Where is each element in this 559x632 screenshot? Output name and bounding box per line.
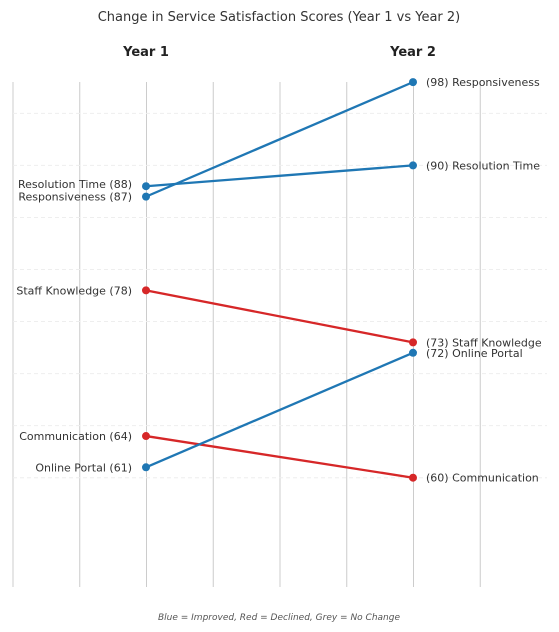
point-year2-resolution-time: [409, 161, 417, 170]
point-year1-staff-knowledge: [142, 286, 150, 295]
label-year1-resolution-time: Resolution Time (88): [18, 178, 132, 191]
year2-header: Year 2: [389, 45, 436, 60]
slope-line-communication: [145, 434, 414, 479]
label-year2-online-portal: (72) Online Portal: [426, 347, 523, 360]
footnote: Blue = Improved, Red = Declined, Grey = …: [158, 613, 400, 623]
point-year1-resolution-time: [142, 182, 150, 191]
point-labels: Resolution Time (88) (90) Resolution Time…: [16, 76, 542, 485]
point-year2-staff-knowledge: [409, 338, 417, 347]
point-year1-responsiveness: [142, 192, 150, 201]
point-year2-responsiveness: [409, 78, 417, 87]
slope-line-responsiveness: [145, 81, 414, 198]
point-year1-online-portal: [142, 463, 150, 472]
label-year1-online-portal: Online Portal (61): [35, 461, 132, 474]
label-year1-staff-knowledge: Staff Knowledge (78): [16, 284, 132, 297]
point-year2-communication: [409, 473, 417, 482]
slope-lines: [142, 78, 417, 482]
label-year2-communication: (60) Communication: [426, 472, 539, 485]
label-year2-responsiveness: (98) Responsiveness: [426, 76, 540, 89]
label-year2-staff-knowledge: (73) Staff Knowledge: [426, 336, 542, 349]
slope-line-online-portal: [145, 351, 414, 469]
slope-line-staff-knowledge: [145, 289, 414, 344]
point-year1-communication: [142, 432, 150, 441]
point-year2-online-portal: [409, 348, 417, 357]
grid: [12, 82, 547, 587]
label-year1-communication: Communication (64): [19, 430, 132, 443]
label-year1-responsiveness: Responsiveness (87): [18, 191, 132, 204]
slope-line-resolution-time: [145, 164, 414, 188]
year1-header: Year 1: [122, 45, 169, 60]
chart-title: Change in Service Satisfaction Scores (Y…: [98, 10, 461, 25]
label-year2-resolution-time: (90) Resolution Time: [426, 159, 540, 172]
